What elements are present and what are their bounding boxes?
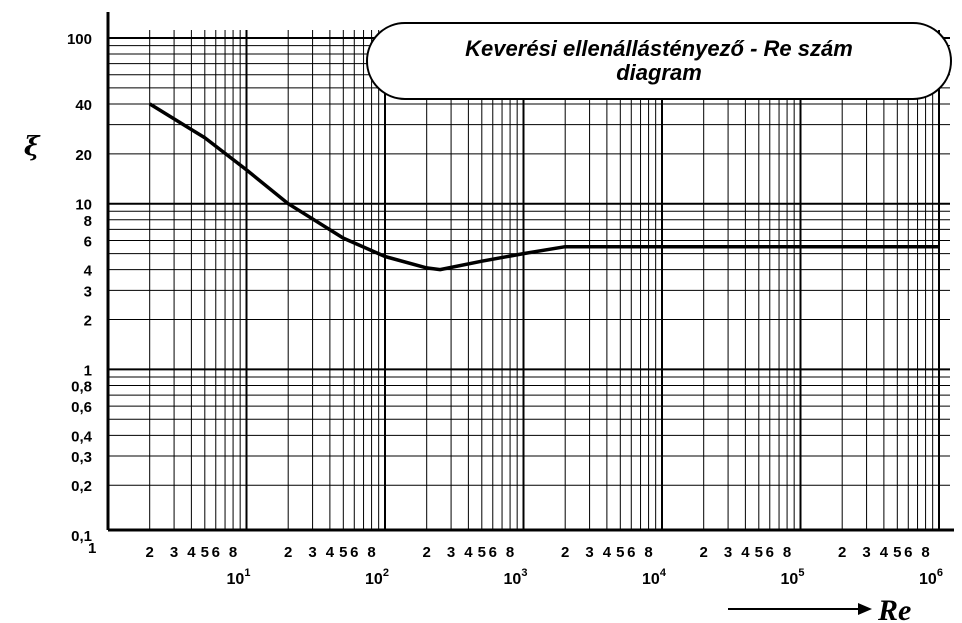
x-tick-label: 3 [170,544,178,561]
y-tick-label: 0,6 [71,399,92,416]
x-tick-label: 3 [862,544,870,561]
x-tick-label: 4 [464,544,473,561]
y-tick-label: 20 [75,147,92,164]
x-tick-label: 2 [700,544,708,561]
x-tick-label: 4 [187,544,196,561]
y-tick-label: 0,1 [71,528,92,545]
y-tick-label: 6 [84,233,92,250]
x-tick-label: 5 [616,544,624,561]
y-tick-label: 0,3 [71,449,92,466]
x-tick-label: 3 [585,544,593,561]
x-tick-label: 5 [755,544,763,561]
y-tick-label: 3 [84,283,92,300]
x-tick-label: 4 [326,544,335,561]
x-tick-label: 4 [603,544,612,561]
series-line-0 [148,102,939,272]
x-tick-label: 2 [838,544,846,561]
y-tick-label: 4 [84,263,93,280]
x-tick-label: 3 [724,544,732,561]
chart-title-line-1: Keverési ellenállástényező - Re szám [465,36,853,61]
x-tick-label: 2 [423,544,431,561]
y-tick-labels: 100 40 20 108 6 4 3 2 10,8 0,6 0,4 0,3 0,2 0,1 [67,31,93,545]
y-tick-label: 8 [84,213,92,230]
x-tick-label: 8 [367,544,375,561]
axes [106,12,954,532]
x-tick-label: 3 [447,544,455,561]
x-tick-label: 2 [284,544,292,561]
grid [107,30,950,530]
x-tick-label: 6 [766,544,774,561]
x-tick-label: 2 [561,544,569,561]
y-tick-label: 0,8 [71,378,92,395]
x-tick-label-major: 102 [365,567,389,588]
x-tick-label: 5 [339,544,347,561]
x-tick-label: 8 [506,544,514,561]
x-tick-label: 3 [308,544,316,561]
x-tick-label: 6 [489,544,497,561]
y-axis-label: ξ [24,132,41,162]
y-tick-label: 0,4 [71,428,93,445]
x-tick-label: 6 [350,544,358,561]
x-axis-label: Re [877,594,911,623]
y-tick-label: 1 [84,362,92,379]
chart-title-box: Keverési ellenállástényező - Re szám dia… [366,22,952,100]
x-tick-label: 4 [880,544,889,561]
x-tick-label-major: 104 [642,567,667,588]
x-tick-label-major: 103 [504,567,528,588]
y-tick-label: 10 [75,197,92,214]
chart-title-line-2: diagram [616,60,702,85]
x-tick-label: 8 [921,544,929,561]
y-tick-label: 100 [67,31,92,48]
x-tick-label: 5 [893,544,901,561]
x-tick-labels: 1 2 3 4 5 6 8 2 3 4 5 6 8 2 3 4 5 6 8 2 3 4 5 6 8 2 3 4 5 6 8 2 3 4 5 6 8101… [88,540,943,588]
x-tick-label: 8 [644,544,652,561]
x-tick-label: 4 [741,544,750,561]
y-tick-label: 40 [75,97,92,114]
series-group [148,102,939,272]
x-tick-label: 8 [783,544,791,561]
x-tick-label: 2 [146,544,154,561]
x-tick-label-major: 105 [781,567,805,588]
x-tick-label-major: 101 [227,567,251,588]
x-axis-arrow [728,603,872,615]
y-tick-label: 2 [84,313,92,330]
x-tick-label: 6 [627,544,635,561]
x-tick-label: 6 [212,544,220,561]
x-tick-label: 1 [88,540,96,557]
x-tick-label-major: 106 [919,567,943,588]
x-tick-label: 6 [904,544,912,561]
x-tick-label: 5 [201,544,209,561]
x-tick-label: 5 [478,544,486,561]
x-tick-label: 8 [229,544,237,561]
y-tick-label: 0,2 [71,478,92,495]
